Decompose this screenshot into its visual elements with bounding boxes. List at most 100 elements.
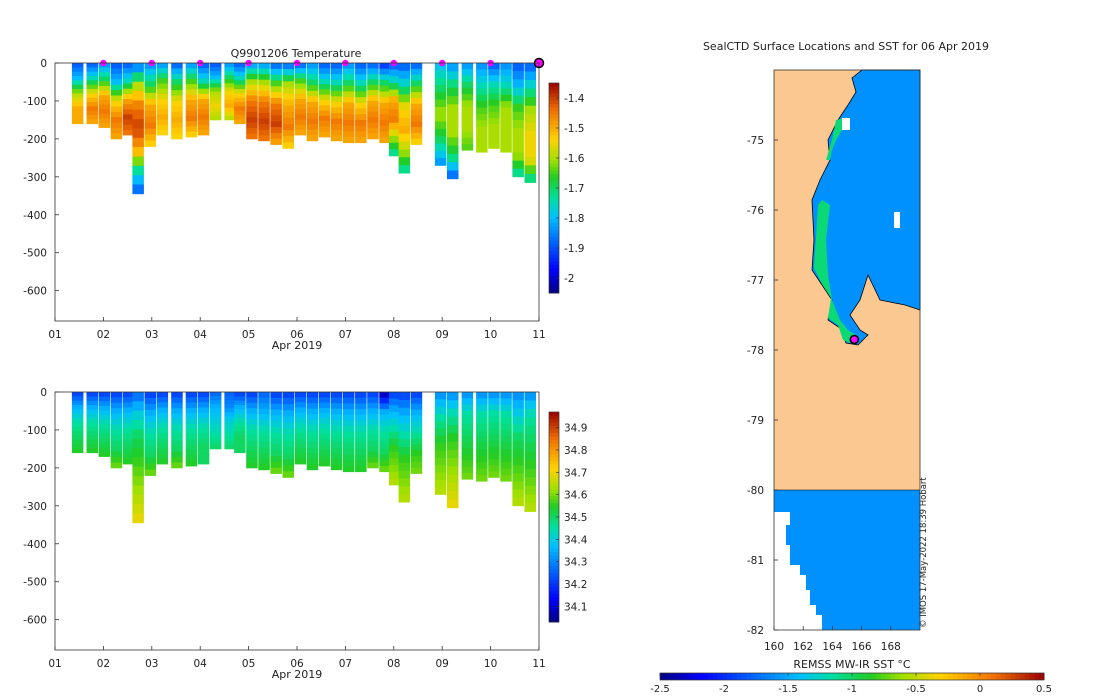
profile-cell bbox=[410, 409, 423, 416]
profile-cell bbox=[132, 137, 144, 148]
profile-cell bbox=[110, 95, 123, 102]
profile-cell bbox=[246, 100, 258, 107]
profile-cell bbox=[500, 462, 512, 469]
colorbar-segment bbox=[549, 132, 559, 136]
profile-cell bbox=[524, 114, 536, 124]
profile-cell bbox=[71, 435, 84, 441]
profile-cell bbox=[258, 129, 270, 136]
profile-cell bbox=[270, 103, 282, 110]
profile-cell bbox=[389, 142, 401, 150]
profile-cell bbox=[246, 440, 258, 447]
profile-cell bbox=[71, 409, 84, 414]
profile-cell bbox=[355, 392, 367, 399]
profile-cell bbox=[270, 456, 282, 463]
profile-cell bbox=[476, 101, 488, 108]
sst-colorbar-segment bbox=[784, 673, 791, 680]
profile-cell bbox=[355, 119, 367, 126]
profile-cell bbox=[434, 392, 447, 400]
y-tick-label: -400 bbox=[23, 210, 47, 222]
profile-cell bbox=[234, 422, 246, 428]
profile-cell bbox=[282, 111, 294, 119]
profile-cell bbox=[282, 124, 294, 131]
colorbar-segment bbox=[549, 142, 559, 147]
profile-cell bbox=[110, 117, 123, 123]
profile-cell bbox=[398, 165, 411, 174]
profile-cell bbox=[197, 453, 210, 460]
profile-cell bbox=[355, 137, 367, 144]
profile-cell bbox=[343, 74, 355, 81]
profile-cell bbox=[512, 152, 524, 161]
map-x-tick-label: 164 bbox=[822, 641, 842, 653]
colorbar-segment bbox=[549, 146, 559, 150]
profile-cell bbox=[234, 106, 246, 112]
profile-cell bbox=[343, 114, 355, 121]
y-tick-label: -100 bbox=[23, 96, 47, 108]
profile-cell bbox=[330, 442, 343, 448]
profile-cell bbox=[389, 471, 401, 479]
profile-cell bbox=[398, 462, 411, 471]
profile-cell bbox=[86, 400, 98, 406]
profile-cell bbox=[144, 433, 156, 441]
x-tick-label: 05 bbox=[242, 329, 255, 341]
profile-cell bbox=[270, 467, 282, 474]
profile-cell bbox=[330, 68, 343, 75]
profile-cell bbox=[343, 80, 355, 87]
colorbar-segment bbox=[549, 188, 559, 192]
colorbar-tick-label: -1.9 bbox=[564, 243, 585, 255]
profile-cell bbox=[86, 392, 98, 397]
colorbar-segment bbox=[549, 426, 559, 430]
profile-cell bbox=[500, 404, 512, 412]
profile-cell bbox=[355, 74, 367, 81]
y-tick-label: -100 bbox=[23, 425, 47, 437]
profile-cell bbox=[306, 403, 319, 410]
profile-cell bbox=[209, 416, 222, 421]
x-tick-label: 06 bbox=[290, 658, 304, 670]
profile-cell bbox=[343, 466, 355, 473]
profile-cell bbox=[476, 411, 488, 418]
profile-cell bbox=[144, 74, 156, 82]
profile-cell bbox=[234, 115, 246, 120]
profile-cell bbox=[355, 448, 367, 455]
profile-cell bbox=[246, 419, 258, 425]
y-tick-label: -200 bbox=[23, 134, 47, 146]
profile-cell bbox=[282, 416, 294, 423]
profile-cell bbox=[185, 450, 198, 456]
profile-cell bbox=[282, 428, 294, 436]
profile-cell bbox=[171, 84, 183, 91]
profile-cell bbox=[398, 133, 411, 142]
profile-cell bbox=[512, 489, 524, 499]
profile-cell bbox=[144, 122, 156, 129]
profile-cell bbox=[367, 84, 379, 91]
profile-cell bbox=[98, 109, 111, 115]
profile-cell bbox=[306, 129, 319, 136]
sst-colorbar-tick-label: 0.5 bbox=[1036, 684, 1052, 695]
profile-cell bbox=[185, 126, 198, 133]
profile-cell bbox=[185, 110, 198, 117]
colorbar-segment bbox=[549, 209, 559, 213]
profile-cell bbox=[410, 397, 423, 404]
profile-cell bbox=[270, 74, 282, 81]
profile-cell bbox=[132, 119, 144, 129]
profile-cell bbox=[270, 109, 282, 116]
profile-cell bbox=[197, 78, 210, 84]
profile-cell bbox=[343, 420, 355, 427]
colorbar-segment bbox=[549, 237, 559, 241]
profile-cell bbox=[330, 392, 343, 398]
profile-cell bbox=[110, 429, 123, 436]
profile-cell bbox=[434, 421, 447, 429]
sst-colorbar-segment bbox=[924, 673, 930, 680]
profile-cell bbox=[270, 121, 282, 128]
profile-cell bbox=[367, 106, 379, 113]
profile-cell bbox=[209, 440, 222, 446]
sst-colorbar-segment bbox=[756, 673, 762, 680]
profile-cell bbox=[110, 73, 123, 80]
colorbar-segment bbox=[549, 583, 559, 588]
colorbar-segment bbox=[549, 160, 559, 164]
profile-cell bbox=[476, 398, 488, 406]
profile-cell bbox=[318, 115, 331, 122]
profile-cell bbox=[282, 453, 294, 460]
profile-cell bbox=[367, 73, 379, 80]
profile-cell bbox=[410, 415, 423, 422]
colorbar-tick-label: 34.5 bbox=[564, 512, 587, 524]
profile-cell bbox=[306, 118, 319, 125]
